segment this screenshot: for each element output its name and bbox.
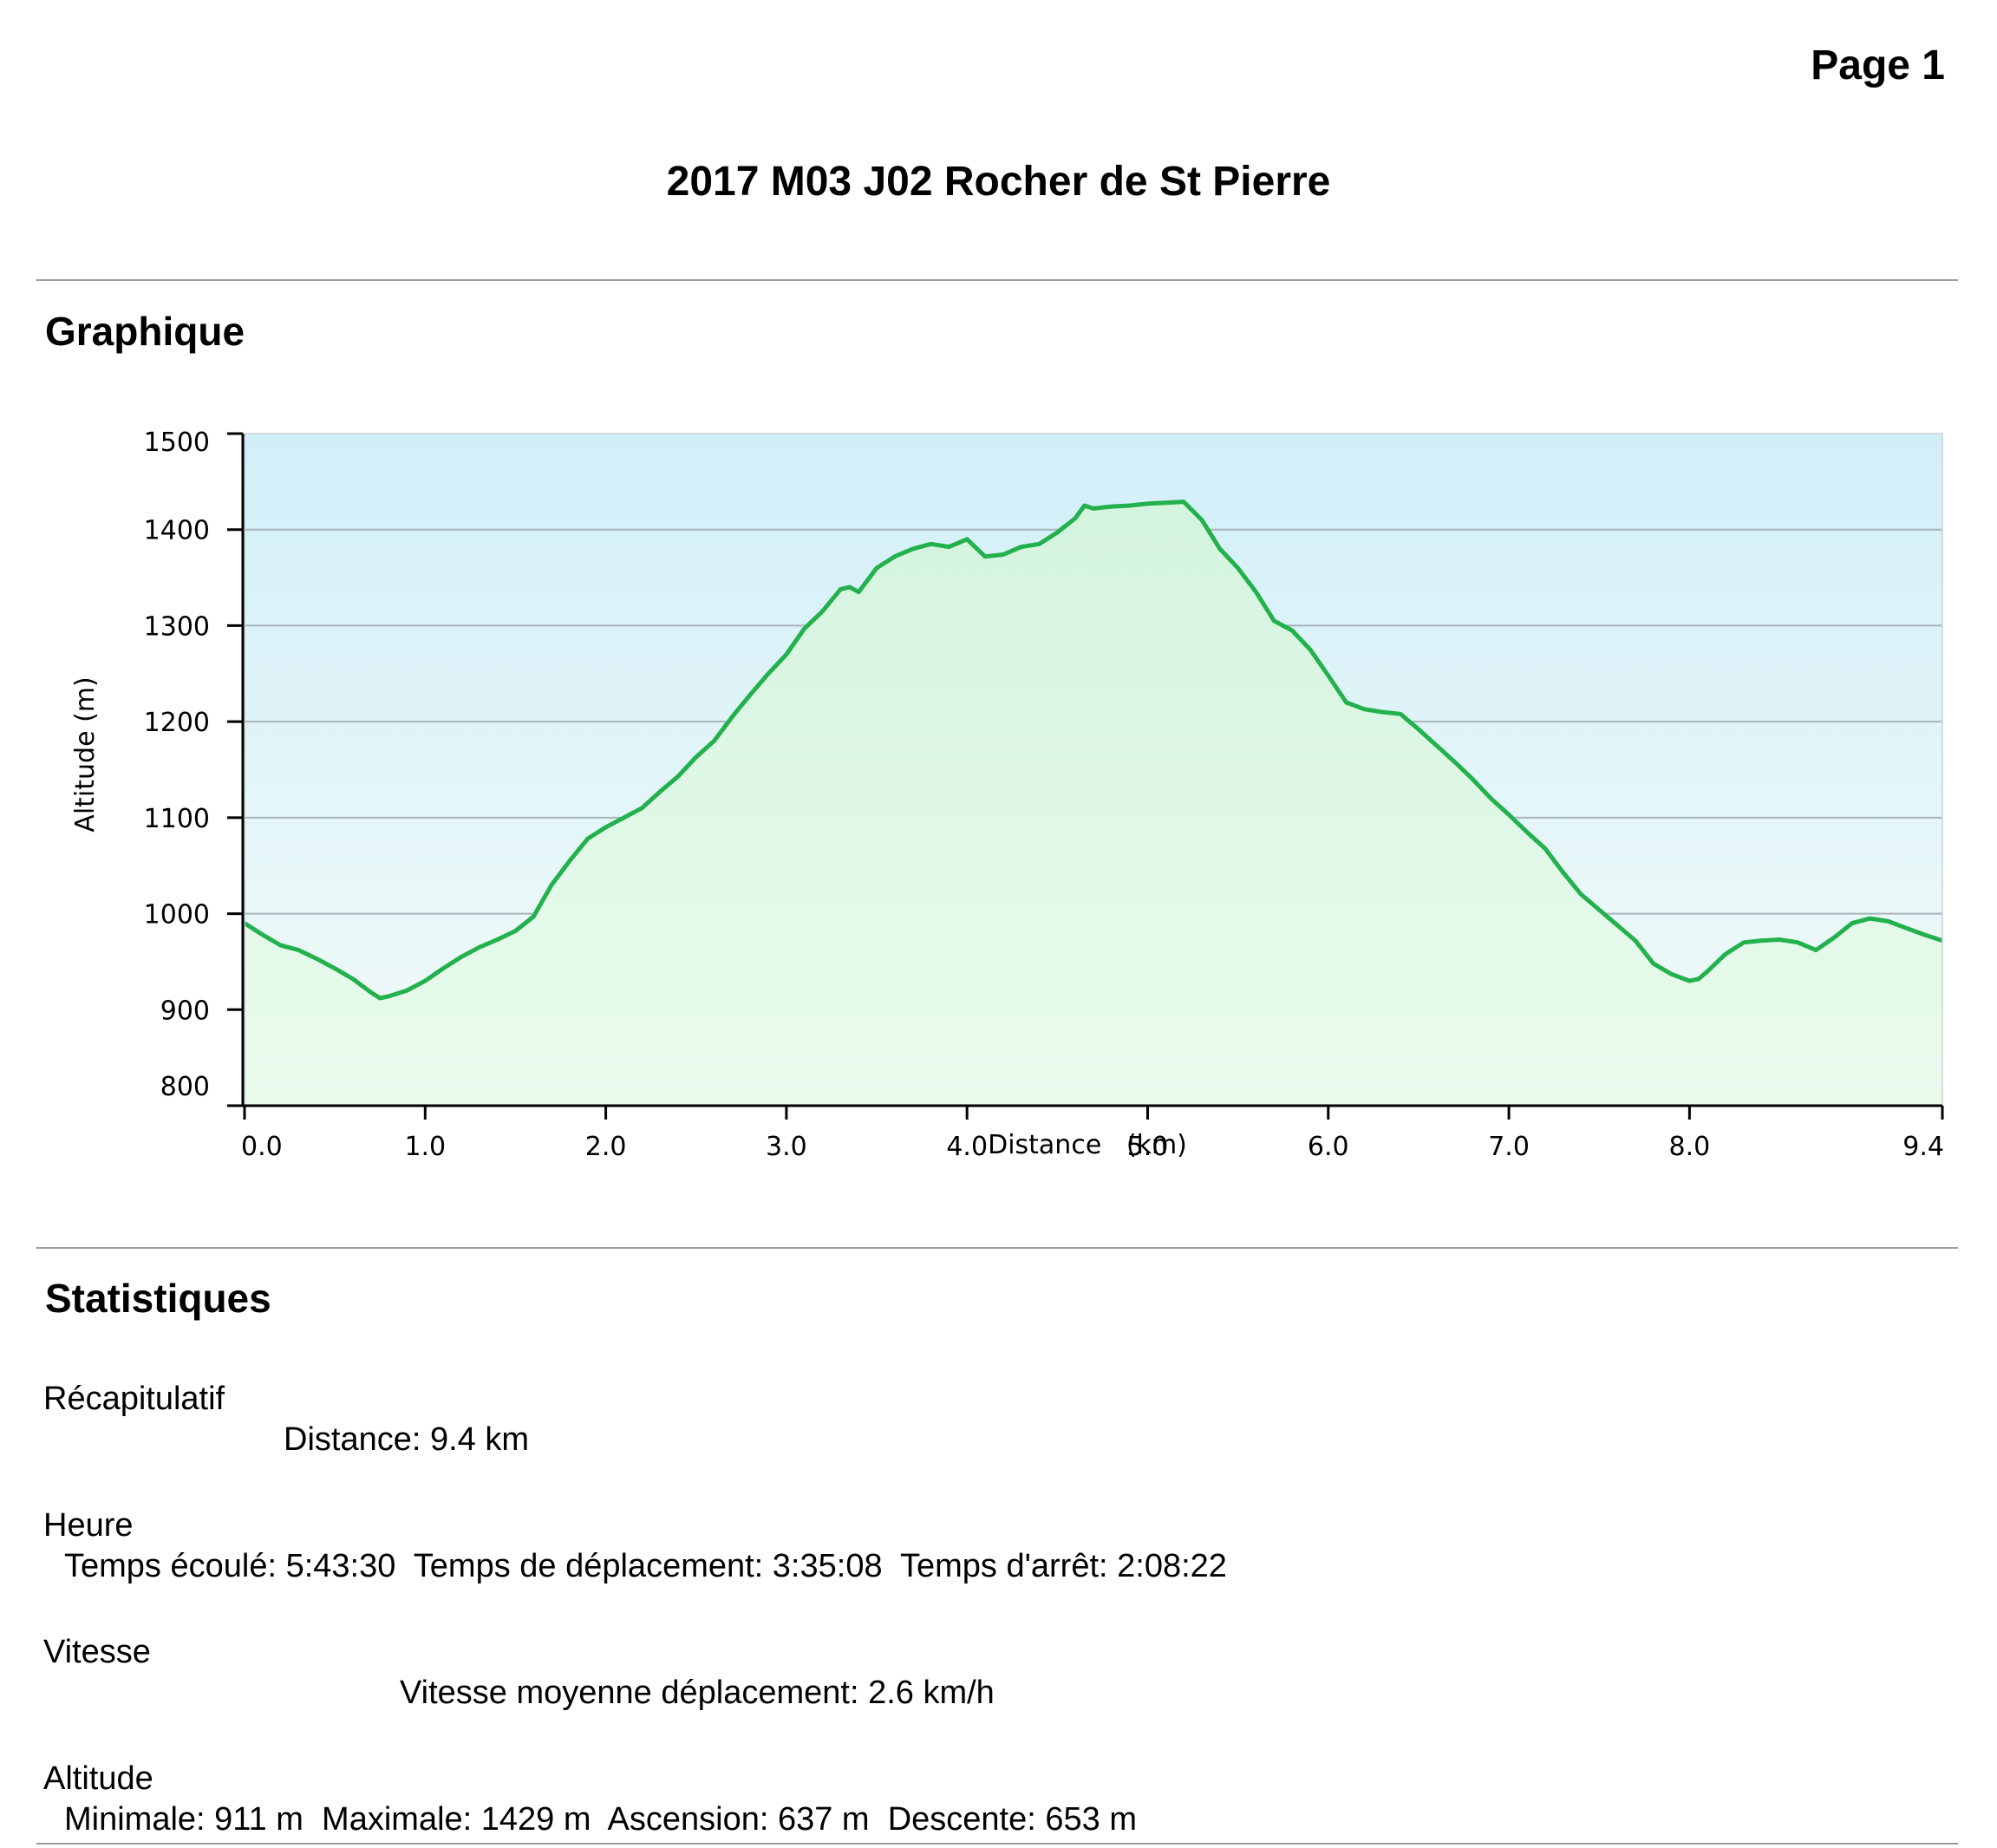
elevation-area: [245, 501, 1942, 1106]
y-tick-label: 800: [160, 1072, 210, 1102]
stats-summary-line: Distance: 9.4 km: [284, 1421, 529, 1458]
x-axis-label: Distance (km): [988, 1130, 1187, 1160]
divider-middle: [36, 1247, 1958, 1249]
stats-time-heading: Heure: [43, 1507, 134, 1544]
stats-speed: Vitesse Vitesse moyenne déplacement: 2.6…: [43, 1632, 995, 1714]
x-tick-label: 9.4: [1902, 1132, 1944, 1162]
divider-bottom: [36, 1843, 1958, 1845]
y-axis-label: Altitude (m): [70, 676, 101, 832]
x-tick-label: 7.0: [1488, 1132, 1530, 1162]
x-tick-label: 4.0: [946, 1132, 988, 1162]
stats-summary: Récapitulatif Distance: 9.4 km: [43, 1379, 529, 1460]
x-tick-label: 6.0: [1308, 1132, 1349, 1162]
stats-time-line: Temps écoulé: 5:43:30 Temps de déplaceme…: [64, 1548, 1227, 1584]
stats-summary-heading: Récapitulatif: [43, 1381, 225, 1417]
stats-altitude-line: Minimale: 911 m Maximale: 1429 m Ascensi…: [64, 1801, 1137, 1838]
x-tick-label: 1.0: [404, 1132, 446, 1162]
stats-speed-line: Vitesse moyenne déplacement: 2.6 km/h: [400, 1675, 995, 1711]
stats-time: Heure Temps écoulé: 5:43:30 Temps de dép…: [43, 1505, 1227, 1587]
y-tick-label: 1000: [144, 900, 210, 931]
y-tick-label: 1400: [144, 516, 210, 546]
x-tick-label: 0.0: [241, 1132, 283, 1162]
divider-top: [36, 279, 1958, 281]
y-tick-label: 1500: [144, 428, 210, 458]
stats-speed-heading: Vitesse: [43, 1634, 151, 1670]
stats-section-heading: Statistiques: [45, 1276, 271, 1321]
stats-altitude-heading: Altitude: [43, 1760, 153, 1797]
x-tick-label: 2.0: [585, 1132, 627, 1162]
x-tick-label: 3.0: [766, 1132, 807, 1162]
x-tick-label: 5.0: [1127, 1132, 1169, 1162]
stats-altitude: Altitude Minimale: 911 m Maximale: 1429 …: [43, 1759, 1137, 1840]
y-tick-label: 1100: [144, 804, 210, 834]
y-tick-label: 1200: [144, 708, 210, 738]
chart-section-heading: Graphique: [45, 309, 245, 354]
document-title: 2017 M03 J02 Rocher de St Pierre: [666, 159, 1331, 205]
elevation-line: [243, 500, 1943, 1001]
page-number: Page 1: [1811, 42, 1945, 88]
elevation-chart: 800 900 1000 1100 1200 1300 1400 1500 0.0 1.0 2.0…: [70, 428, 1944, 1162]
x-tick-label: 8.0: [1669, 1132, 1711, 1162]
y-tick-label: 1300: [144, 611, 210, 642]
y-tick-label: 900: [160, 996, 210, 1026]
